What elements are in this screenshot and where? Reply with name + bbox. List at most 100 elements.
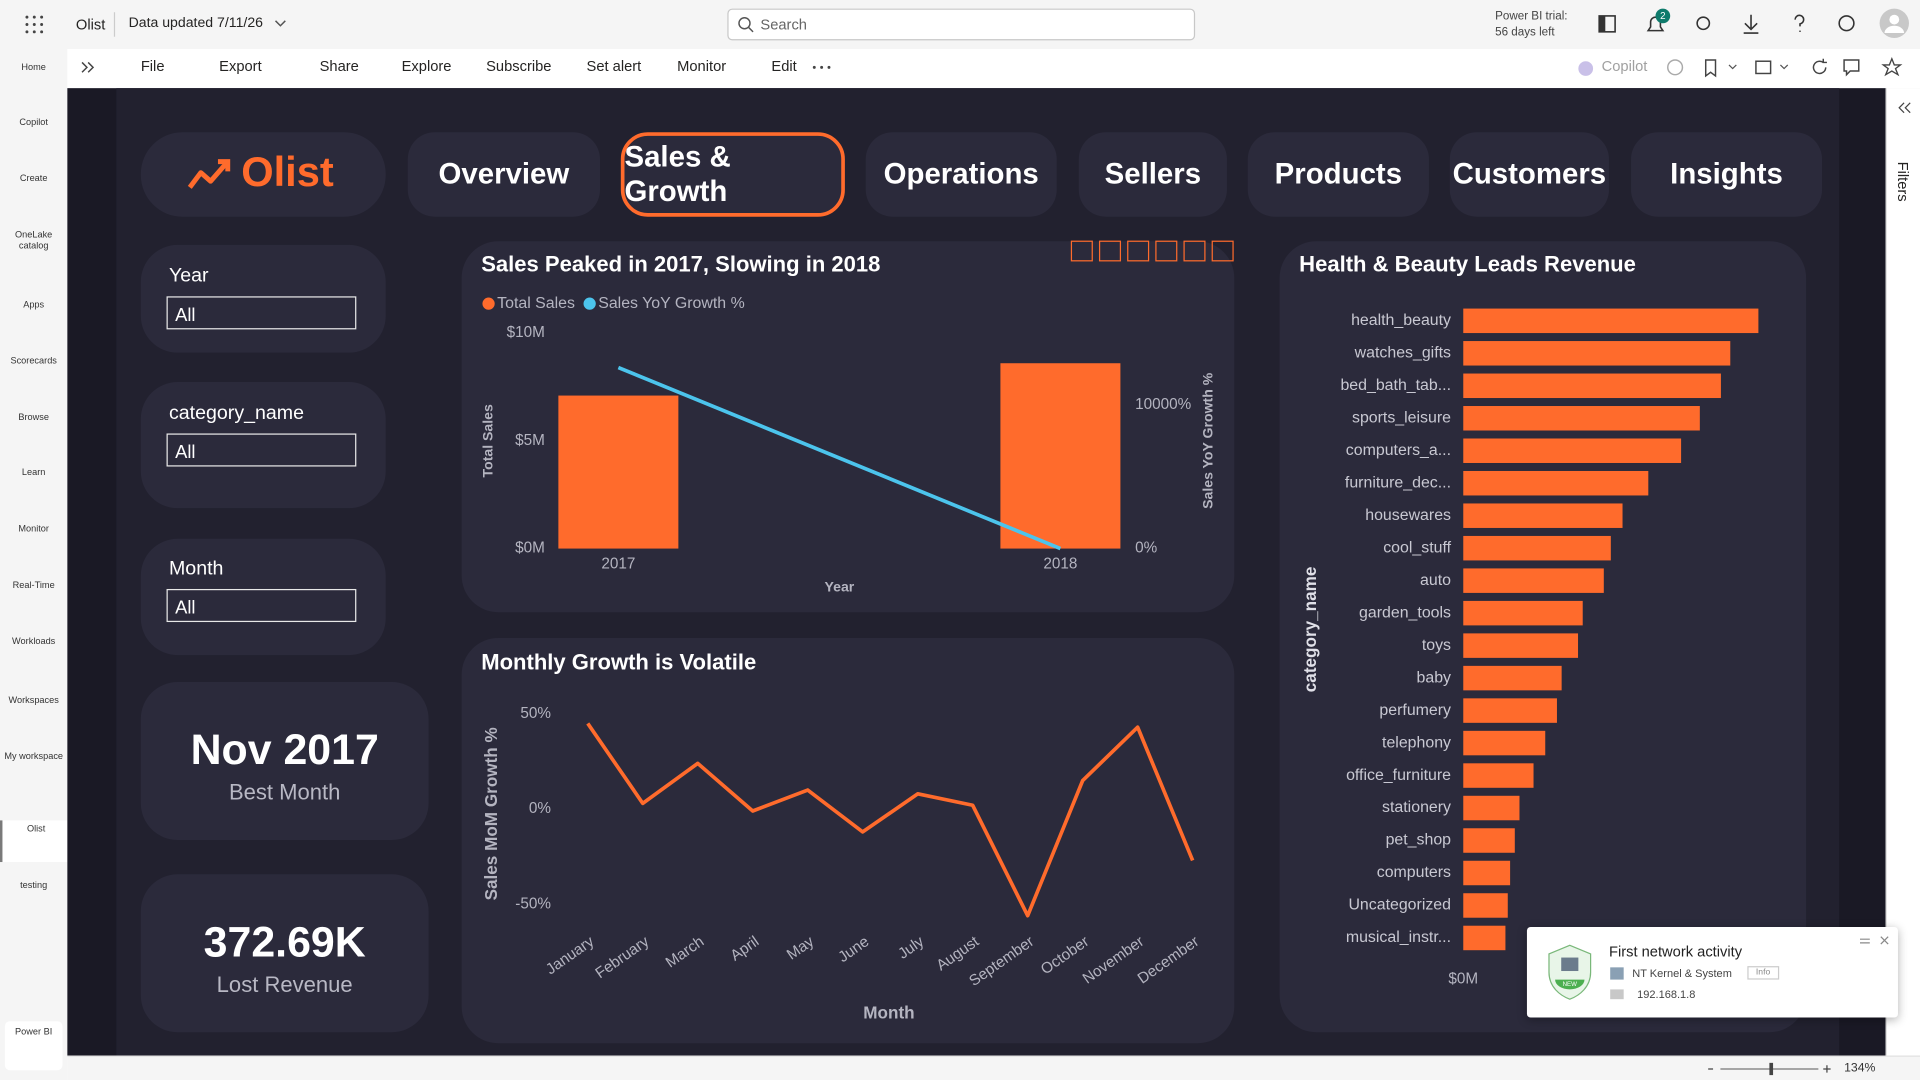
x-tick-label: November [1080, 933, 1148, 987]
toast-badge: Info [1747, 966, 1779, 980]
visual-header-button[interactable] [1211, 240, 1234, 262]
bar [1463, 860, 1511, 886]
toolbar-button[interactable]: Export [219, 57, 262, 75]
logo-icon [187, 159, 231, 189]
page-tab[interactable]: Products [1247, 132, 1429, 217]
copilot-button[interactable]: Copilot [1601, 57, 1648, 75]
y-tick-label: stationery [1382, 799, 1451, 816]
nav-item[interactable]: Create [0, 170, 67, 219]
toolbar-button[interactable]: Edit [771, 57, 797, 75]
nav-item[interactable]: Power BI [4, 1021, 63, 1071]
separator [113, 12, 116, 37]
nav-item[interactable]: Apps [0, 296, 67, 345]
chevron [274, 20, 286, 27]
visual-header-button[interactable] [1127, 240, 1150, 262]
bookmark-icon[interactable] [1704, 59, 1717, 78]
slicer-dropdown[interactable]: All [166, 296, 357, 330]
visual-header-button[interactable] [1070, 240, 1093, 262]
settings-icon[interactable] [1696, 16, 1711, 31]
filters-pane[interactable]: Filters [1885, 88, 1920, 1056]
help-icon[interactable] [1794, 14, 1805, 32]
slicer-dropdown[interactable]: All [166, 588, 357, 623]
nav-label: Workspaces [8, 694, 59, 706]
nav-item[interactable]: Workspaces [0, 692, 67, 741]
nav-item[interactable]: Olist [0, 820, 70, 863]
nav-label: Olist [26, 822, 46, 834]
nav-item[interactable]: Real-Time [0, 577, 67, 626]
share-icon[interactable] [1838, 15, 1855, 32]
nav-item[interactable]: Workloads [0, 633, 67, 682]
bar [1463, 795, 1520, 821]
nav-item[interactable]: Home [0, 59, 67, 108]
nav-item[interactable]: Learn [0, 464, 67, 513]
nav-item[interactable]: testing [0, 877, 67, 926]
nav-item[interactable]: OneLake catalog [0, 227, 67, 276]
search-box[interactable]: Search [727, 8, 1196, 41]
page-tab[interactable]: Sales & Growth [620, 132, 845, 217]
slicer-label: category_name [168, 402, 305, 424]
zoom-slider[interactable] [1696, 1060, 1916, 1077]
bar [1463, 730, 1546, 756]
y-tick-label: bed_bath_tab... [1340, 377, 1451, 394]
page-tab[interactable]: Insights [1631, 132, 1823, 217]
download-icon[interactable] [1743, 14, 1759, 34]
y-axis-title: Sales MoM Growth % [481, 727, 501, 900]
visual-header-button[interactable] [1098, 240, 1122, 262]
page-tab[interactable]: Sellers [1078, 132, 1227, 217]
page-tab[interactable]: Operations [865, 132, 1057, 217]
nav-item[interactable]: Scorecards [0, 353, 67, 402]
line [586, 722, 1195, 918]
favorite-icon[interactable] [1881, 56, 1903, 77]
toast-icon: NEW [1548, 944, 1592, 1000]
nav-item[interactable]: My workspace [0, 748, 67, 797]
toolbar-button[interactable]: Explore [401, 57, 452, 75]
x-tick-label: July [895, 933, 927, 963]
toolbar-button[interactable]: Share [319, 57, 359, 75]
chart-card [461, 637, 1235, 1044]
toolbar-button[interactable]: File [140, 57, 165, 75]
slicer-label: Year [168, 265, 209, 287]
comment-icon[interactable] [1843, 59, 1860, 77]
y-tick-label: pet_shop [1386, 832, 1452, 849]
top-bar: Olist Data updated 7/11/26 Search Power … [0, 0, 1920, 49]
slicer-dropdown[interactable]: All [166, 433, 357, 467]
more-icon[interactable] [811, 59, 833, 76]
visual-header-button[interactable] [1183, 240, 1206, 262]
y2-tick-label: 0% [1135, 540, 1158, 557]
y-axis-title: category_name [1300, 567, 1320, 693]
page-tab[interactable]: Overview [407, 132, 600, 217]
nav-label: Create [19, 172, 48, 184]
toolbar-button[interactable]: Subscribe [486, 57, 552, 75]
refresh-icon[interactable] [1812, 58, 1827, 75]
nav-item[interactable]: Monitor [0, 520, 67, 569]
visual-header-button[interactable] [1155, 240, 1178, 262]
bar [558, 395, 679, 549]
view-icon[interactable] [1755, 60, 1772, 75]
visual-header [1070, 240, 1234, 262]
toolbar-button[interactable]: Set alert [586, 57, 642, 75]
page-tab[interactable]: Customers [1449, 132, 1609, 217]
nav-label: Learn [21, 466, 46, 478]
data-updated[interactable]: Data updated 7/11/26 [128, 15, 263, 31]
bar [1463, 600, 1583, 626]
nav-item[interactable]: Copilot [0, 114, 67, 163]
badge-count: 2 [1660, 11, 1665, 22]
expand-icon[interactable] [80, 59, 97, 76]
y-tick-label: baby [1417, 669, 1452, 686]
notification-toast[interactable]: NEW First network activity NT Kernel & S… [1526, 926, 1898, 1018]
collapse-icon[interactable] [1898, 100, 1913, 115]
chart-title: Health & Beauty Leads Revenue [1299, 252, 1636, 277]
workspace-name[interactable]: Olist [75, 15, 106, 34]
toolbar-button[interactable]: Monitor [677, 57, 727, 75]
y-tick-label: perfumery [1379, 702, 1451, 719]
legend-label: Total Sales [497, 295, 575, 312]
nav-item[interactable]: Browse [0, 409, 67, 458]
search-placeholder: Search [760, 15, 807, 34]
bar [1463, 633, 1579, 658]
zoom-level[interactable]: 134% [1844, 1061, 1876, 1076]
app-launcher[interactable] [22, 12, 46, 36]
toolbar-right-icons [1667, 56, 1903, 78]
undo-icon[interactable] [1667, 59, 1684, 76]
y-tick-label: musical_instr... [1346, 929, 1451, 946]
